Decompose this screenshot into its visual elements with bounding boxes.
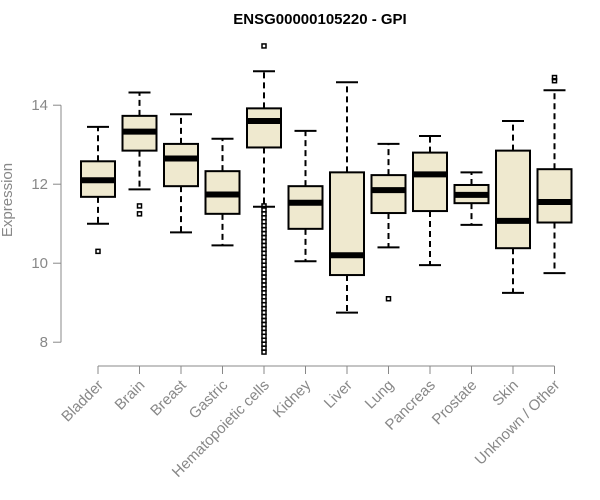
box-body bbox=[536, 168, 573, 224]
x-tick-label: Prostate bbox=[429, 377, 481, 429]
y-axis-label: Expression bbox=[0, 163, 16, 237]
outlier-point bbox=[551, 77, 558, 84]
box-breast bbox=[163, 113, 199, 234]
box-body bbox=[246, 107, 282, 149]
outlier-point bbox=[261, 43, 267, 49]
plot-area bbox=[80, 43, 573, 355]
box-skin bbox=[495, 120, 531, 294]
box-liver bbox=[329, 81, 365, 314]
outlier-point bbox=[261, 349, 267, 355]
box-lung bbox=[370, 142, 407, 302]
box-brain bbox=[121, 91, 158, 217]
x-tick-label: Breast bbox=[147, 376, 190, 419]
outlier-point bbox=[136, 203, 143, 209]
y-tick-label: 8 bbox=[40, 334, 48, 351]
box-body bbox=[329, 171, 365, 277]
box-body bbox=[287, 185, 324, 230]
box-body bbox=[163, 142, 199, 188]
x-tick-label: Liver bbox=[321, 377, 356, 412]
x-tick-label: Brain bbox=[112, 377, 149, 414]
box-body bbox=[412, 151, 448, 213]
outlier-point bbox=[95, 248, 101, 255]
box-hematopoietic-cells bbox=[246, 43, 282, 355]
y-tick-label: 10 bbox=[31, 255, 48, 272]
box-kidney bbox=[287, 129, 324, 263]
y-tick-label: 12 bbox=[31, 176, 48, 193]
outlier-point bbox=[385, 296, 392, 302]
box-body bbox=[495, 149, 531, 250]
box-unknown-other bbox=[536, 74, 573, 275]
x-tick-label: Lung bbox=[362, 377, 398, 413]
x-tick-label: Bladder bbox=[58, 377, 107, 426]
x-tick-label: Kidney bbox=[270, 376, 315, 421]
y-axis: 8 10 12 14 bbox=[31, 97, 62, 351]
y-tick-label: 14 bbox=[31, 97, 48, 114]
box-gastric bbox=[204, 137, 241, 247]
chart-title: ENSG00000105220 - GPI bbox=[233, 11, 406, 28]
outlier-point bbox=[551, 74, 558, 81]
box-body bbox=[370, 174, 407, 215]
x-tick-label: Skin bbox=[489, 377, 522, 410]
box-bladder bbox=[80, 125, 116, 255]
box-prostate bbox=[453, 171, 490, 226]
box-pancreas bbox=[412, 135, 448, 267]
outlier-point bbox=[136, 211, 143, 217]
